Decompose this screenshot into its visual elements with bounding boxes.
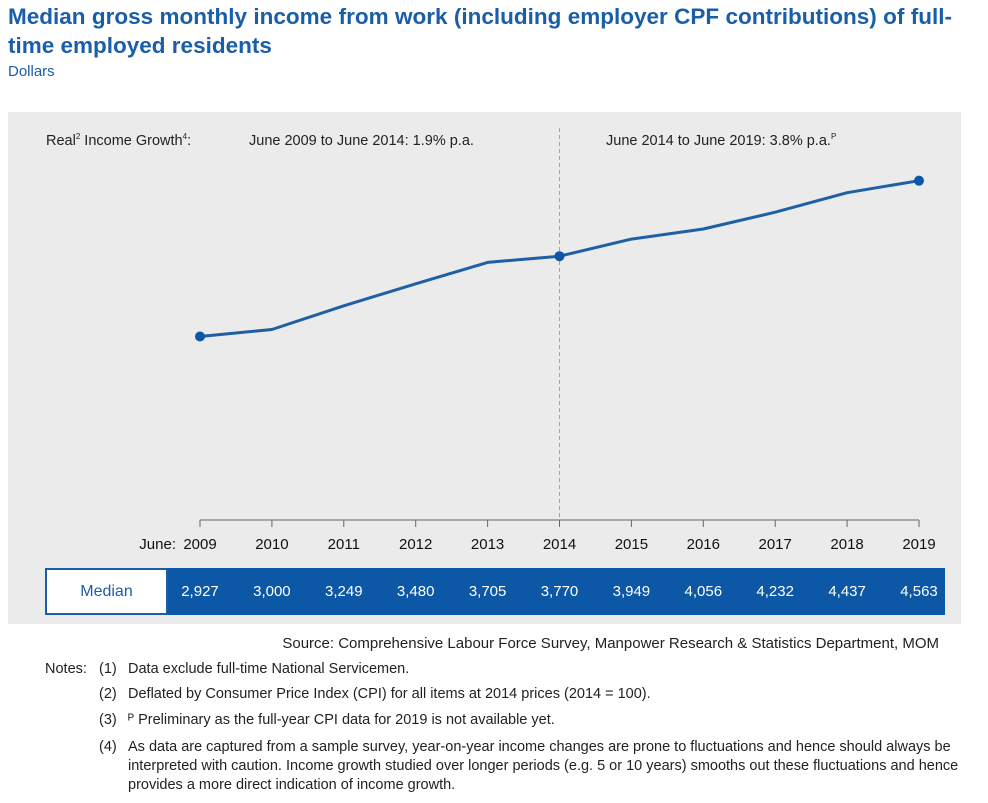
growth-period-2: June 2014 to June 2019: 3.8% p.a.P xyxy=(606,132,837,149)
median-values-row: 2,927 3,000 3,249 3,480 3,705 3,770 3,949 4,056… xyxy=(168,568,945,615)
value-cell-2009: 2,927 xyxy=(181,583,219,600)
growth-period-1: June 2009 to June 2014: 1.9% p.a. xyxy=(249,133,474,149)
value-cell-2011: 3,249 xyxy=(325,583,363,600)
x-tick-label-2013: 2013 xyxy=(471,536,504,553)
x-tick-label-2010: 2010 xyxy=(255,536,288,553)
x-tick-label-2011: 2011 xyxy=(328,536,360,553)
x-tick-label-2018: 2018 xyxy=(830,536,863,553)
x-tick-label-2015: 2015 xyxy=(615,536,648,553)
chart-title: Median gross monthly income from work (i… xyxy=(8,4,952,58)
value-cell-2010: 3,000 xyxy=(253,583,291,600)
chart-subtitle: Dollars xyxy=(8,63,55,80)
notes-heading: Notes: xyxy=(45,661,87,677)
x-tick-label-2016: 2016 xyxy=(687,536,720,553)
x-tick-label-2012: 2012 xyxy=(399,536,432,553)
x-tick-label-2017: 2017 xyxy=(759,536,792,553)
value-cell-2013: 3,705 xyxy=(468,583,507,600)
value-cell-2018: 4,437 xyxy=(828,583,866,600)
value-cell-2016: 4,056 xyxy=(684,583,723,600)
x-tick-label-2014: 2014 xyxy=(543,536,576,553)
source-note: Source: Comprehensive Labour Force Surve… xyxy=(282,635,939,652)
point-marker-2019 xyxy=(914,175,924,186)
value-cell-2019: 4,563 xyxy=(900,583,938,600)
median-row-label: Median xyxy=(45,568,168,615)
point-marker-2014 xyxy=(554,251,565,262)
growth-label: Real2 Income Growth4: xyxy=(46,132,192,149)
chart-panel xyxy=(8,112,961,624)
x-tick-label-2019: 2019 xyxy=(902,536,935,553)
x-tick-label-2009: 2009 xyxy=(183,536,216,553)
value-cell-2012: 3,480 xyxy=(396,583,435,600)
value-cell-2014: 3,770 xyxy=(540,583,579,600)
point-marker-2009 xyxy=(195,331,205,342)
value-cell-2015: 3,949 xyxy=(612,583,651,600)
x-axis-prefix: June: xyxy=(139,536,176,553)
value-cell-2017: 4,232 xyxy=(756,583,794,600)
